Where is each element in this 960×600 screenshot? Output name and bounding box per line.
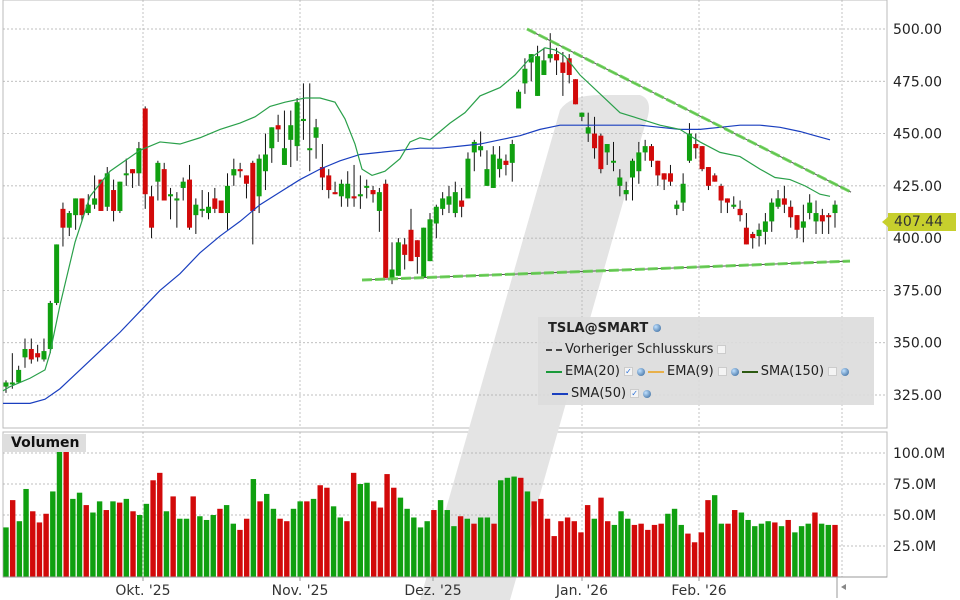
watermark-logo [420, 95, 649, 600]
legend: TSLA@SMART Vorheriger Schlusskurs EMA(20… [538, 317, 874, 405]
legend-row-ema: EMA(20) ✓ EMA(9) SMA(150) [546, 364, 852, 379]
checkbox[interactable] [717, 345, 727, 354]
svg-text:Dez. '25: Dez. '25 [404, 583, 461, 599]
settings-icon[interactable] [637, 367, 646, 376]
checkbox[interactable] [717, 367, 727, 376]
svg-text:375.00: 375.00 [893, 283, 942, 299]
checkbox-checked[interactable]: ✓ [624, 367, 634, 376]
svg-text:325.00: 325.00 [893, 388, 942, 404]
svg-text:450.00: 450.00 [893, 127, 942, 143]
svg-text:75.0M: 75.0M [893, 477, 936, 493]
svg-text:475.00: 475.00 [893, 74, 942, 90]
legend-row-sma50: SMA(50) ✓ [552, 386, 654, 401]
line-icon [546, 370, 562, 373]
trendlines[interactable] [361, 27, 852, 282]
checkbox-checked[interactable]: ✓ [630, 389, 640, 398]
line-icon [741, 370, 758, 373]
last-price-tag: 407.44 [882, 213, 956, 231]
legend-title: TSLA@SMART [548, 321, 664, 336]
svg-text:Feb. '26: Feb. '26 [671, 583, 726, 599]
svg-text:100.0M: 100.0M [893, 446, 945, 462]
svg-text:Jan. '26: Jan. '26 [555, 583, 608, 599]
svg-text:400.00: 400.00 [893, 231, 942, 247]
settings-icon[interactable] [730, 367, 739, 376]
svg-text:Okt. '25: Okt. '25 [115, 583, 170, 599]
indicator-lines [2, 47, 831, 404]
settings-icon[interactable] [652, 324, 661, 332]
price-axis: 500.00 475.00 450.00 425.00 400.00 375.00 350.… [893, 22, 942, 404]
volume-bars [3, 443, 838, 577]
svg-text:25.0M: 25.0M [893, 539, 936, 555]
volume-axis: 100.0M 75.0M 50.0M 25.0M [893, 446, 945, 555]
line-icon [648, 370, 665, 373]
settings-icon[interactable] [841, 367, 850, 376]
checkbox[interactable] [828, 367, 838, 376]
svg-text:Nov. '25: Nov. '25 [272, 583, 329, 599]
svg-text:500.00: 500.00 [893, 22, 942, 38]
candlesticks [3, 33, 838, 393]
settings-icon[interactable] [643, 389, 652, 398]
dashed-line-icon [546, 348, 562, 351]
legend-item-prev-close[interactable]: Vorheriger Schlusskurs [546, 342, 730, 357]
svg-text:350.00: 350.00 [893, 336, 942, 352]
line-icon [552, 392, 568, 395]
svg-text:425.00: 425.00 [893, 179, 942, 195]
svg-text:50.0M: 50.0M [893, 508, 936, 524]
scroll-arrow-icon[interactable] [841, 584, 846, 590]
volume-panel-title: Volumen [3, 434, 86, 452]
time-axis: Okt. '25 Nov. '25 Dez. '25 Jan. '26 Feb. '26 [3, 576, 887, 599]
